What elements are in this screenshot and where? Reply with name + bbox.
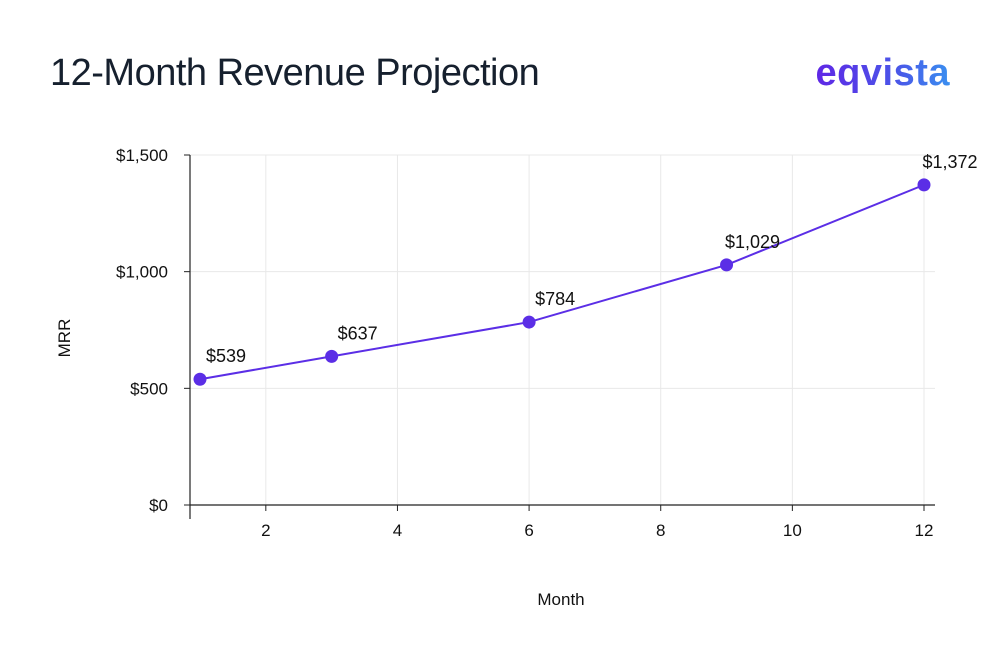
data-label: $1,029 <box>725 232 780 252</box>
data-label: $784 <box>535 289 575 309</box>
data-labels: $539 $637 $784 $1,029 $1,372 <box>206 152 978 366</box>
series-group <box>193 178 931 386</box>
y-axis-title: MRR <box>55 319 74 358</box>
y-tick-label: $1,500 <box>116 146 168 165</box>
series-line <box>199 183 925 381</box>
grid <box>190 154 935 505</box>
data-point <box>325 349 339 363</box>
data-label: $539 <box>206 346 246 366</box>
x-tick-label: 12 <box>915 521 934 540</box>
chart-title: 12-Month Revenue Projection <box>50 52 540 94</box>
x-tick-label: 4 <box>393 521 402 540</box>
x-tick-label: 2 <box>261 521 270 540</box>
x-tick-label: 6 <box>524 521 533 540</box>
data-point <box>193 372 207 386</box>
data-point <box>720 258 734 272</box>
y-tick-label: $1,000 <box>116 263 168 282</box>
data-point <box>917 178 931 192</box>
eqvista-logo: eqvista <box>815 52 950 94</box>
x-axis-title: Month <box>537 590 584 609</box>
y-tick-label: $500 <box>130 379 168 398</box>
y-tick-label: $0 <box>149 496 168 515</box>
data-label: $637 <box>338 323 378 343</box>
axes: $0 $500 $1,000 $1,500 2 4 6 8 10 12 <box>116 146 935 540</box>
x-tick-label: 8 <box>656 521 665 540</box>
x-tick-label: 10 <box>783 521 802 540</box>
data-point <box>522 315 536 329</box>
data-label: $1,372 <box>922 152 977 172</box>
